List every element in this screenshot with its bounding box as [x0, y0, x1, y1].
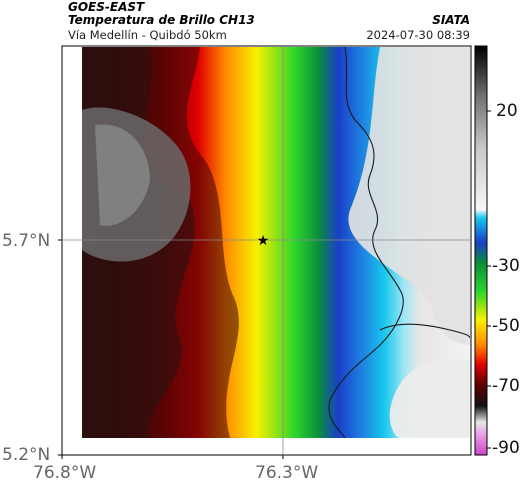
organization-label: SIATA	[432, 13, 470, 27]
axis-ticks	[58, 239, 284, 459]
colorbar	[474, 45, 488, 456]
colorbar-label: 20	[496, 101, 518, 121]
region-subtitle: Vía Medellín - Quibdó 50km	[68, 28, 227, 42]
colorbar-ticks	[487, 110, 491, 449]
x-tick-label: 76.8°W	[33, 463, 97, 483]
colorbar-label: -70	[492, 376, 520, 396]
x-tick-label: 76.3°W	[255, 463, 319, 483]
brightness-temperature-field	[82, 47, 470, 438]
crosshair	[62, 46, 471, 455]
colorbar-label: -90	[492, 438, 520, 458]
colorbar-label: -30	[492, 256, 520, 276]
location-star-icon: ★	[257, 233, 270, 249]
coastline	[328, 47, 470, 438]
colorbar-label: -50	[492, 316, 520, 336]
product-title: Temperatura de Brillo CH13	[68, 13, 255, 27]
y-tick-label: 5.2°N	[2, 445, 51, 465]
y-tick-label: 5.7°N	[2, 231, 51, 251]
agency-label: GOES-EAST	[68, 0, 145, 14]
timestamp-label: 2024-07-30 08:39	[366, 28, 470, 42]
